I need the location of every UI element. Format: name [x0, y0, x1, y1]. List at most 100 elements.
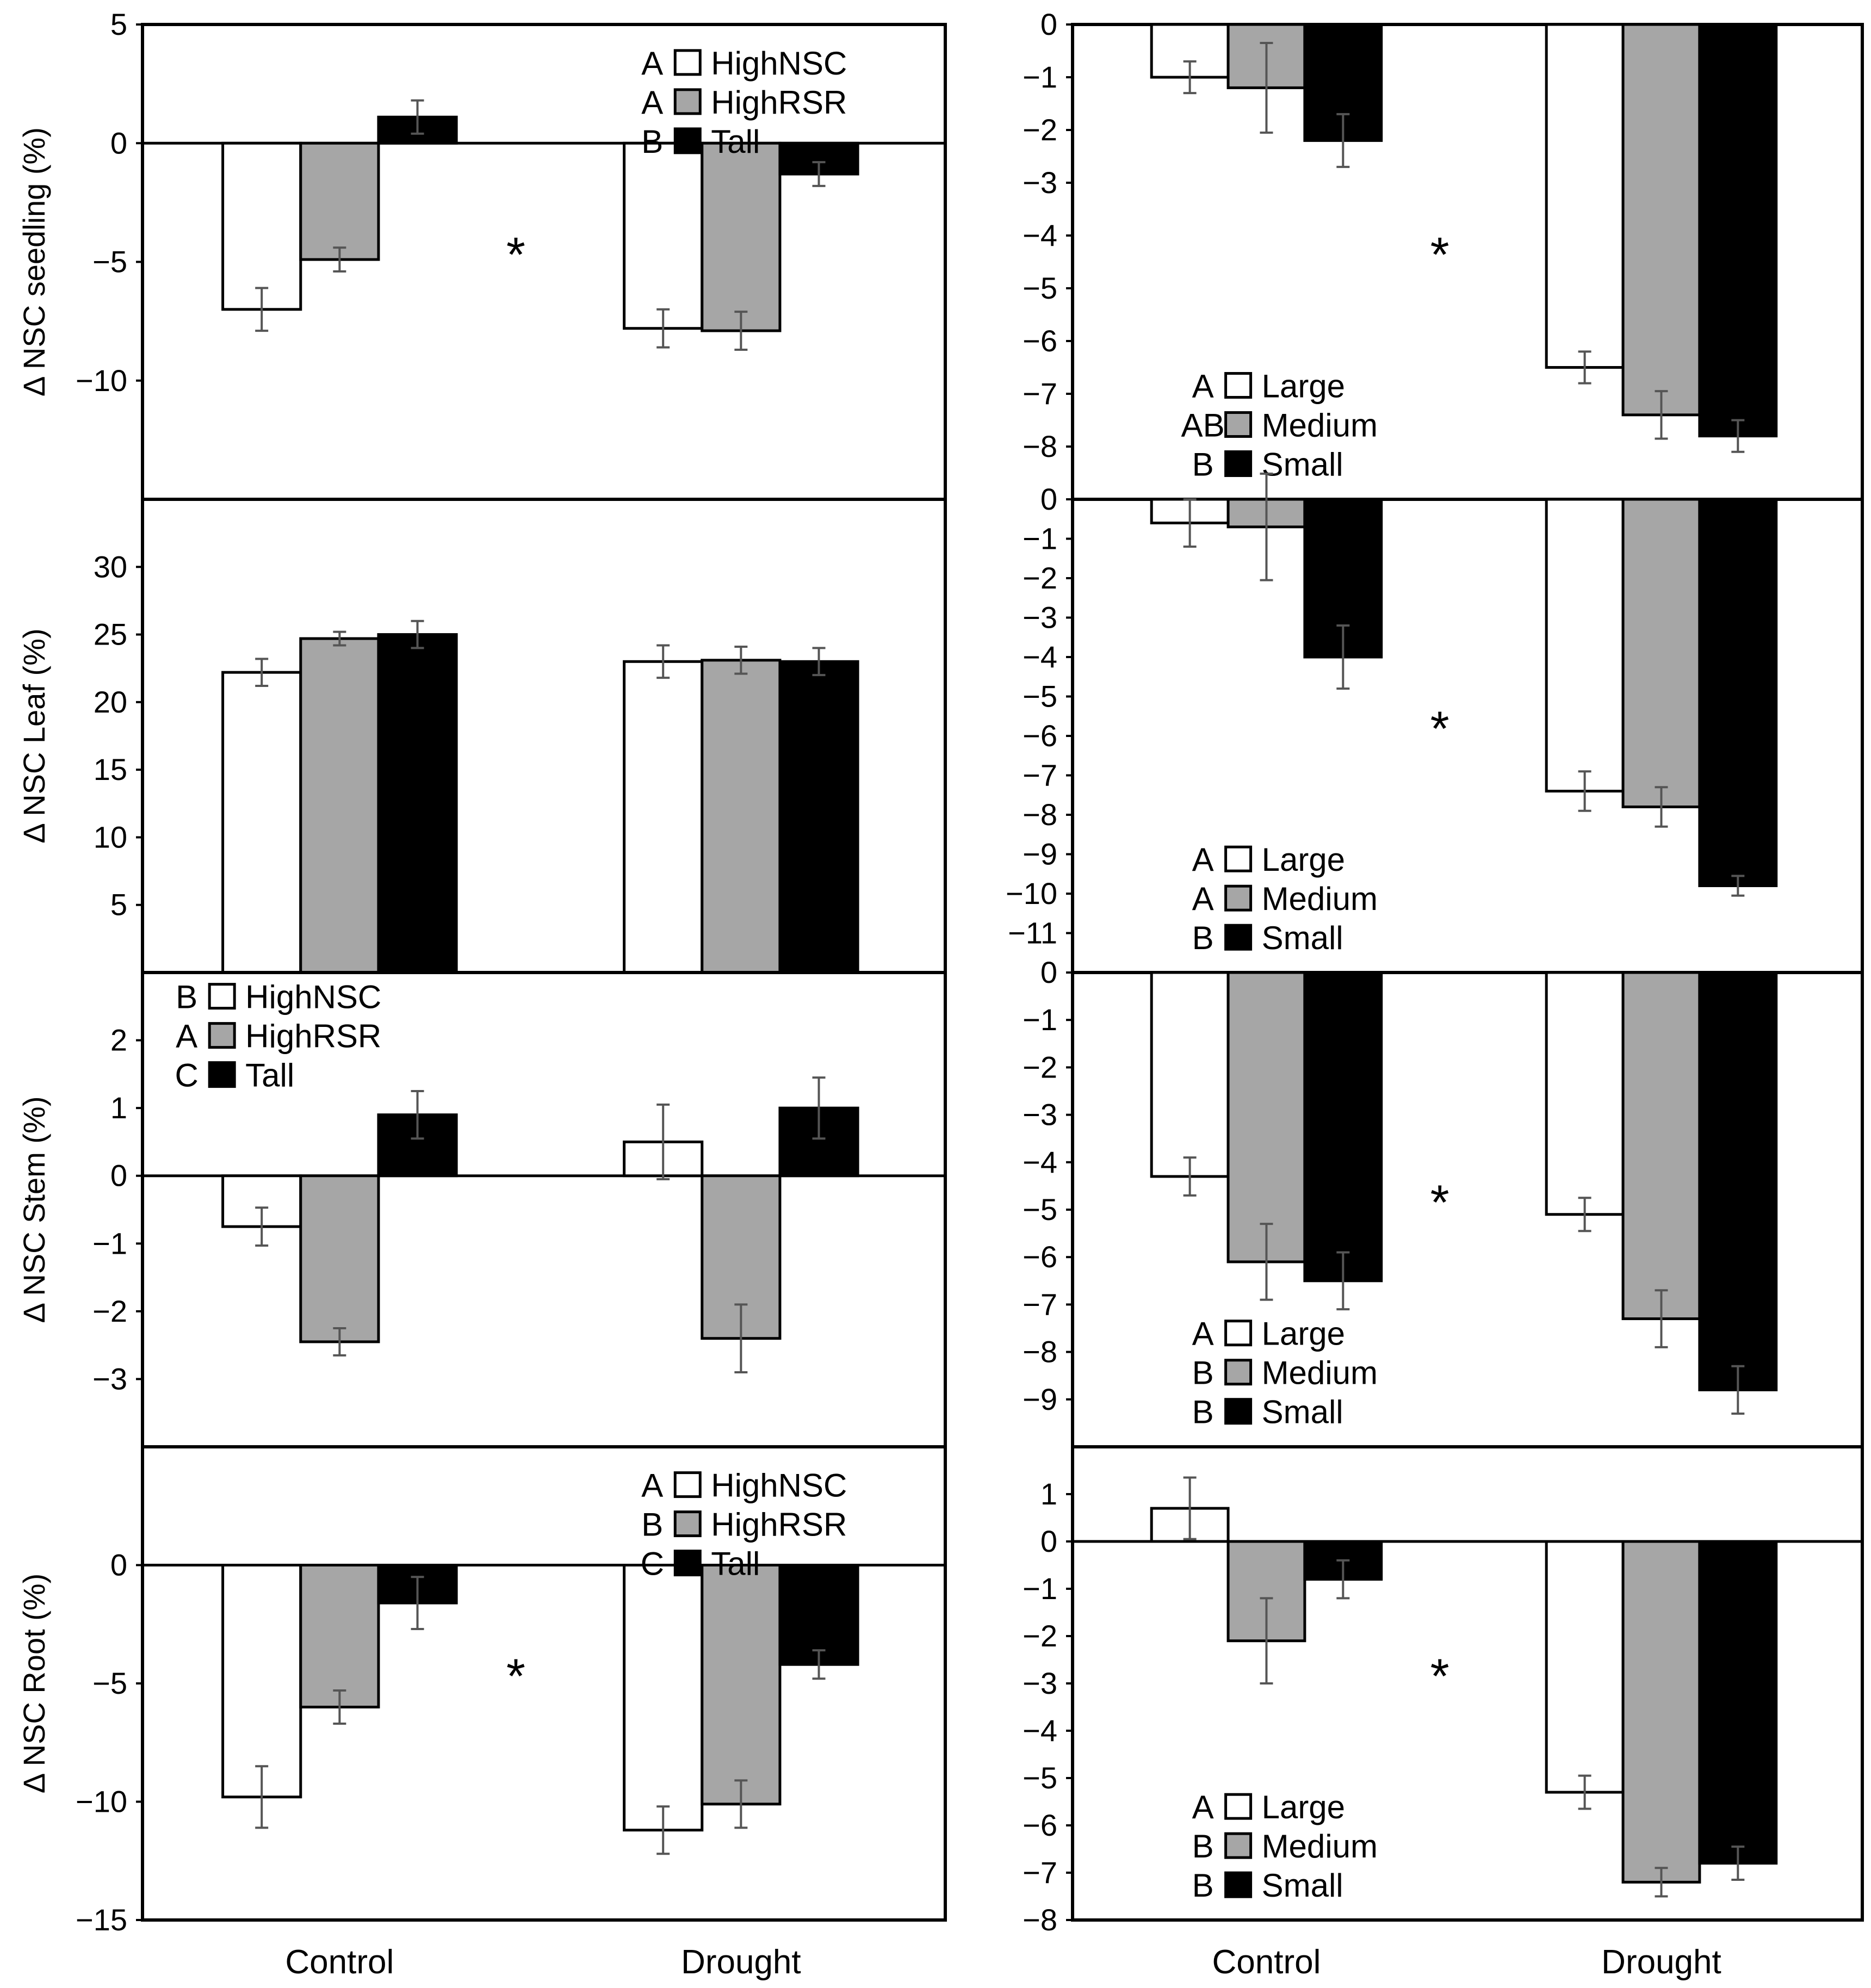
legend-label: Small — [1262, 920, 1343, 956]
y-tick-label: 10 — [94, 820, 127, 854]
y-tick-label: −2 — [1023, 561, 1057, 595]
bar-highrsr-control — [299, 141, 380, 261]
significance-star: * — [1430, 1649, 1449, 1704]
bar-highrsr-control — [299, 1564, 380, 1708]
panel-leaf-size-class: 0 −1 −2 −3 −4 −5 −6 −7 −8 −9 −10 −11 * A Large A Medium B… — [1006, 472, 1864, 974]
y-tick-label: −6 — [1023, 1808, 1057, 1842]
legend-swatch-small — [1224, 1871, 1253, 1898]
y-tick-label: 1 — [110, 1091, 127, 1125]
panel-seedling-size: 5 0 −5 −10 * Δ NSC seedling (%) A HighNSC A HighR… — [17, 7, 947, 501]
significance-star: * — [1430, 228, 1449, 282]
legend-label: Small — [1262, 446, 1343, 482]
bar-highnsc-control — [221, 671, 302, 974]
y-tick-label: −7 — [1023, 1287, 1057, 1321]
legend-letter: B — [1192, 1828, 1214, 1865]
panel-root-size: 0 −5 −10 −15 * Δ NSC Root (%) A HighNSC B HighRSR… — [17, 1445, 947, 1981]
bar-highrsr-control — [299, 637, 380, 974]
legend-letter: A — [1192, 841, 1214, 878]
legend-label: Large — [1262, 1789, 1345, 1825]
legend-swatch-large — [1224, 1793, 1253, 1820]
legend-label: Tall — [711, 123, 760, 160]
bar-highnsc-drought — [623, 141, 704, 330]
legend-label: Medium — [1262, 881, 1378, 917]
legend-letter: A — [176, 1018, 197, 1055]
legend-label: HighNSC — [711, 1467, 847, 1504]
y-tick-label: −5 — [92, 245, 127, 279]
legend-letter: AB — [1181, 407, 1225, 443]
y-tick-label: −2 — [1023, 113, 1057, 147]
legend: A HighNSC A HighRSR B Tall — [641, 45, 847, 160]
legend-letter: B — [1192, 1867, 1214, 1904]
bar-medium-drought — [1621, 971, 1701, 1321]
bar-large-drought — [1545, 498, 1625, 792]
legend-label: Small — [1262, 1394, 1343, 1430]
y-tick-label: −4 — [1023, 1713, 1057, 1748]
legend-label: Medium — [1262, 407, 1378, 443]
significance-star: * — [1430, 702, 1449, 756]
panel-seedling-size-class: 0 −1 −2 −3 −4 −5 −6 −7 −8 * A Large AB Medium B Small — [1023, 7, 1864, 501]
y-tick-label: −6 — [1023, 719, 1057, 753]
legend-letter: A — [641, 1467, 663, 1504]
legend-letter: C — [641, 1546, 664, 1582]
legend: B HighNSC A HighRSR C Tall — [175, 979, 382, 1094]
y-tick-label: −8 — [1023, 1335, 1057, 1369]
legend-label: HighRSR — [711, 84, 847, 121]
legend-swatch-tall — [673, 127, 702, 154]
legend: A Large A Medium B Small — [1192, 841, 1378, 956]
y-tick-label: −8 — [1023, 429, 1057, 463]
legend-swatch-highrsr — [673, 1510, 702, 1538]
y-tick-label: −8 — [1023, 797, 1057, 832]
y-tick-label: 0 — [1040, 955, 1057, 989]
legend-letter: B — [176, 979, 197, 1015]
bar-large-drought — [1545, 23, 1625, 369]
legend-label: Large — [1262, 1316, 1345, 1352]
y-tick-label: −4 — [1023, 1145, 1057, 1179]
y-tick-label: −5 — [1023, 1192, 1057, 1227]
bar-small-control — [1303, 971, 1383, 1283]
y-tick-label: −1 — [92, 1226, 127, 1260]
legend-swatch-highnsc — [673, 1471, 702, 1498]
y-axis-label: Δ NSC seedling (%) — [17, 127, 51, 397]
y-tick-label: 1 — [1040, 1477, 1057, 1511]
bar-highrsr-drought — [701, 1564, 782, 1806]
y-tick-label: −1 — [1023, 1571, 1057, 1606]
legend-letter: B — [1192, 920, 1214, 956]
bar-small-drought — [1698, 1540, 1778, 1865]
legend-label: Large — [1262, 841, 1345, 878]
bar-tall-control — [377, 633, 458, 974]
legend-swatch-highrsr — [673, 88, 702, 115]
legend-swatch-small — [1224, 924, 1253, 951]
y-tick-label: −5 — [92, 1666, 127, 1700]
y-tick-label: 0 — [110, 1548, 127, 1582]
y-tick-label: −3 — [1023, 1098, 1057, 1132]
bar-medium-drought — [1621, 1540, 1701, 1884]
legend-letter: B — [641, 123, 663, 160]
y-tick-label: −10 — [76, 363, 127, 398]
significance-star: * — [1430, 1175, 1449, 1230]
legend: A Large B Medium B Small — [1192, 1789, 1378, 1904]
legend-swatch-highnsc — [673, 49, 702, 76]
bar-highnsc-control — [221, 141, 302, 311]
legend-swatch-tall — [208, 1061, 236, 1088]
y-tick-label: −15 — [76, 1903, 127, 1937]
y-tick-label: −2 — [1023, 1050, 1057, 1084]
y-tick-label: 0 — [110, 126, 127, 160]
y-tick-label: −2 — [1023, 1619, 1057, 1653]
bar-highnsc-control — [221, 1564, 302, 1799]
y-tick-label: −3 — [92, 1361, 127, 1396]
y-tick-label: −11 — [1008, 916, 1057, 950]
y-tick-label: −3 — [1023, 600, 1057, 635]
y-tick-label: −3 — [1023, 1666, 1057, 1700]
legend-label: HighNSC — [711, 45, 847, 82]
y-tick-label: −1 — [1023, 60, 1057, 94]
legend-letter: A — [1192, 1316, 1214, 1352]
legend-label: Small — [1262, 1867, 1343, 1904]
bar-medium-drought — [1621, 23, 1701, 417]
legend-label: Large — [1262, 368, 1345, 404]
bar-small-drought — [1698, 498, 1778, 887]
legend-swatch-medium — [1224, 411, 1253, 438]
y-tick-label: 0 — [1040, 482, 1057, 516]
legend-swatch-medium — [1224, 1359, 1253, 1386]
y-tick-label: −3 — [1023, 165, 1057, 200]
